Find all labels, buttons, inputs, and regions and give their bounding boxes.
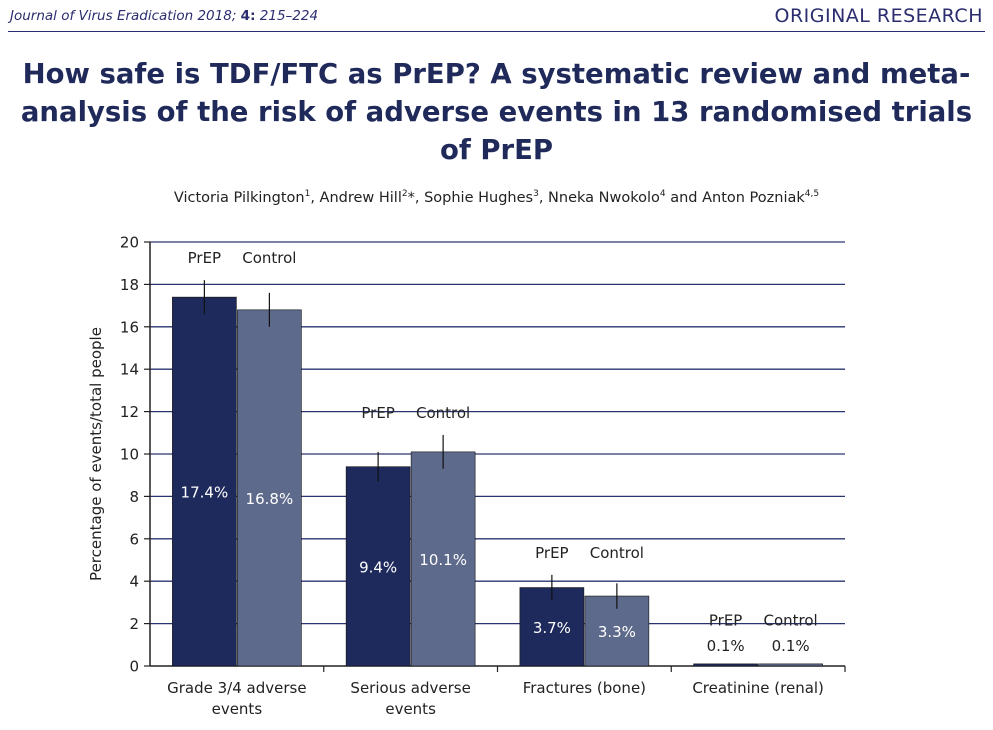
y-tick-label: 16 [120, 318, 139, 336]
data-label: 16.8% [246, 490, 294, 508]
bar-control [237, 309, 302, 667]
y-tick-label: 2 [129, 615, 139, 633]
author-separator: , [414, 189, 425, 206]
x-category-label: Creatinine (renal) [692, 679, 824, 697]
data-label: 3.3% [598, 623, 636, 641]
author-affiliation: 3 [533, 189, 539, 199]
author-name: Anton Pozniak [702, 189, 805, 206]
author-affiliation: 1 [304, 189, 311, 199]
journal-pages: 215–224 [259, 8, 319, 24]
section-label: ORIGINAL RESEARCH [774, 5, 983, 27]
author-affiliation: 4,5 [804, 189, 820, 199]
author-corresponding-mark: * [407, 189, 415, 206]
journal-citation: Journal of Virus Eradication 2018; 4: 21… [10, 8, 318, 24]
author-name: Sophie Hughes [424, 189, 534, 206]
author-separator: and [665, 189, 703, 206]
series-name-label: PrEP [188, 249, 221, 267]
paper-title: How safe is TDF/FTC as PrEP? A systemati… [20, 58, 973, 166]
x-category-label: Serious adverse events [350, 679, 470, 718]
y-tick-label: 20 [120, 234, 139, 252]
bar-prep [519, 587, 585, 667]
bar-prep [345, 466, 411, 667]
data-label: 17.4% [181, 484, 229, 502]
author-affiliation: 2 [401, 189, 408, 199]
data-label: 0.1% [772, 637, 810, 655]
author-list: Victoria Pilkington1, Andrew Hill2*, Sop… [0, 189, 993, 206]
bar-prep [172, 296, 237, 667]
series-name-label: PrEP [709, 611, 742, 629]
header-divider [8, 31, 985, 32]
data-label: 0.1% [707, 637, 745, 655]
data-label: 10.1% [419, 551, 467, 569]
bar-prep [693, 663, 758, 667]
y-tick-label: 0 [129, 658, 139, 676]
author-name: Victoria Pilkington [173, 189, 305, 206]
journal-volume: 4: [240, 8, 256, 24]
series-name-label: PrEP [361, 404, 394, 422]
x-category-label: Grade 3/4 adverse events [167, 679, 306, 718]
data-label: 9.4% [359, 558, 397, 576]
author-separator: , [310, 189, 320, 206]
y-tick-label: 10 [120, 446, 139, 464]
series-name-label: Control [242, 249, 296, 267]
journal-name: Journal of Virus Eradication [10, 8, 194, 24]
author-separator: , [538, 189, 549, 206]
series-name-label: Control [416, 404, 470, 422]
y-axis-label: Percentage of events/total people [87, 327, 105, 581]
author-affiliation: 4 [659, 189, 666, 199]
series-name-label: Control [764, 611, 818, 629]
series-name-label: Control [590, 544, 644, 562]
bar-control [758, 663, 823, 667]
journal-year: 2018; [197, 8, 237, 24]
bar-control [410, 451, 476, 667]
series-name-label: PrEP [535, 544, 568, 562]
y-tick-label: 4 [129, 573, 139, 591]
y-tick-label: 6 [129, 530, 139, 548]
y-tick-label: 8 [129, 488, 139, 506]
author-name: Andrew Hill [319, 189, 402, 206]
data-label: 3.7% [533, 619, 571, 637]
x-category-label: Fractures (bone) [523, 679, 646, 697]
y-tick-label: 18 [120, 276, 139, 294]
y-tick-label: 12 [120, 403, 139, 421]
y-tick-label: 14 [120, 361, 139, 379]
author-name: Nneka Nwokolo [548, 189, 660, 206]
